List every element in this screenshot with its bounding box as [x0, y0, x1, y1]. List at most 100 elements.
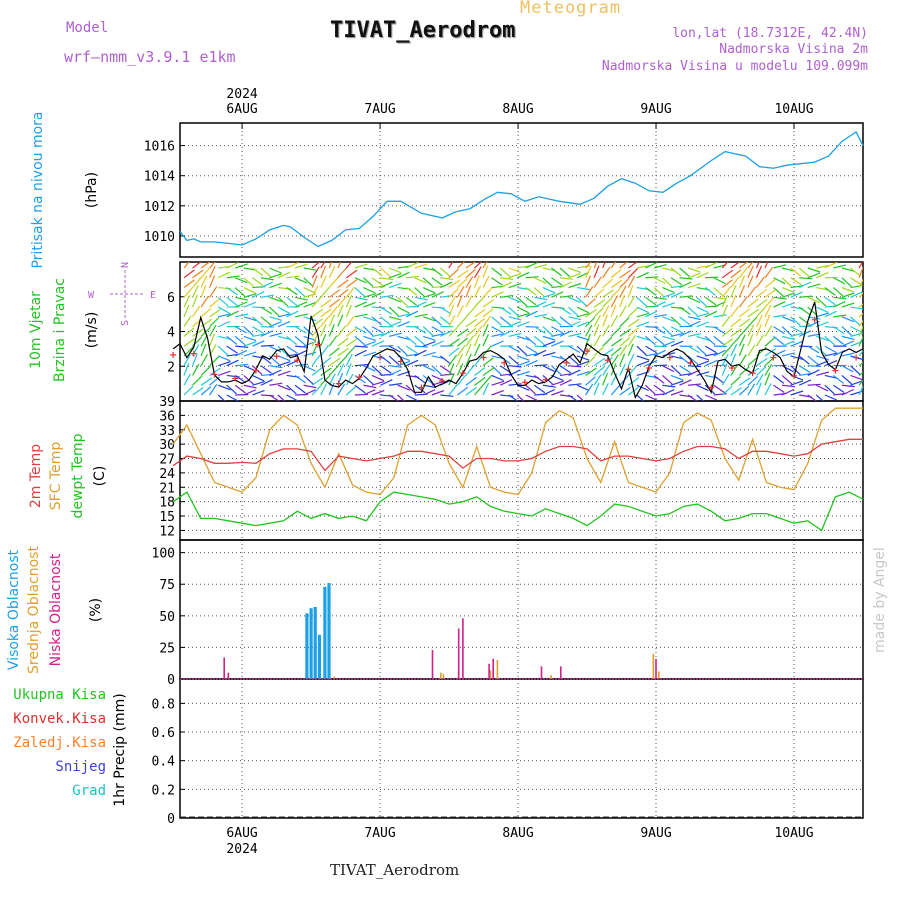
wind-barb — [320, 308, 332, 318]
wind-barb — [363, 326, 374, 336]
cloud-label-low: Niska Oblacnost — [48, 553, 64, 666]
dewpoint-line — [172, 491, 864, 532]
wind-barb — [320, 333, 327, 347]
wind-barb — [636, 306, 649, 314]
wind-barb — [764, 266, 774, 279]
wind-barb — [832, 335, 844, 345]
wind-barb — [730, 306, 740, 318]
wind-barb — [380, 379, 393, 386]
wind-barb — [192, 375, 203, 386]
wind-barb — [209, 262, 216, 269]
wind-barb — [755, 334, 764, 347]
wind-barb — [610, 338, 623, 347]
wind-barb — [713, 393, 727, 396]
wind-barb — [414, 364, 428, 367]
y-tick-label: 1016 — [144, 140, 175, 155]
wind-barb — [294, 335, 306, 346]
wind-barb — [798, 365, 811, 374]
wind-barb — [850, 267, 861, 277]
wind-barb — [405, 345, 418, 354]
y-tick-label: 1010 — [144, 230, 175, 245]
wind-barb — [260, 306, 273, 315]
wind-barb — [243, 384, 257, 389]
wind-barb — [320, 383, 328, 396]
y-tick-label: 39 — [159, 395, 175, 410]
cloud-bar — [327, 583, 331, 679]
cloud-bar — [488, 663, 490, 679]
wind-barb — [627, 268, 638, 279]
wind-barb — [371, 326, 384, 334]
wind-barb — [200, 365, 211, 376]
y-tick-label: 0.4 — [152, 755, 176, 770]
wind-barb — [448, 347, 460, 357]
wind-barb — [815, 394, 824, 401]
wind-barb — [269, 369, 282, 377]
wind-barb — [423, 351, 436, 357]
wind-barb — [269, 282, 282, 289]
wind-barb — [824, 310, 837, 318]
wind-barb — [721, 262, 729, 269]
wind-barb — [337, 262, 342, 269]
precip-legend-item: Snijeg — [55, 759, 106, 775]
wind-barb — [721, 294, 729, 308]
wind-barb — [286, 359, 299, 367]
wind-barb — [755, 373, 764, 386]
wind-barb — [474, 325, 483, 337]
cloud-bar — [658, 671, 660, 679]
wind-barb — [491, 333, 505, 337]
wind-barb — [610, 315, 619, 327]
wind-barb — [841, 267, 855, 272]
y-tick-label: 24 — [159, 467, 175, 482]
wind-barb — [354, 363, 368, 367]
wind-barb — [816, 384, 829, 392]
wind-barb — [568, 282, 582, 289]
wind-barb — [704, 359, 718, 367]
wind-barb — [721, 327, 733, 337]
wind-barb — [738, 326, 749, 337]
wind-barb — [525, 384, 536, 395]
wind-barb — [320, 262, 326, 269]
wind-barb — [670, 332, 684, 337]
wind-barb — [704, 287, 716, 296]
wind-barb — [850, 284, 863, 289]
wind-barb — [337, 279, 349, 289]
wind-barb — [525, 394, 538, 401]
wind-barb — [252, 306, 266, 309]
wind-barb — [311, 377, 324, 386]
credit-label: made by Angel — [872, 547, 888, 653]
wind-barb — [457, 262, 465, 269]
wind-barb — [653, 326, 666, 335]
wind-barb — [585, 275, 592, 288]
wind-barb — [183, 338, 196, 347]
wind-barb — [619, 386, 631, 396]
wind-barb — [627, 377, 640, 386]
wind-barb — [841, 365, 854, 373]
y-tick-label: 0 — [167, 812, 175, 827]
wind-barb — [380, 365, 392, 374]
wind-barb — [841, 335, 855, 340]
wind-barb — [311, 275, 318, 288]
y-tick-label: 15 — [159, 510, 175, 525]
wind-barb — [662, 316, 675, 322]
wind-barb — [209, 356, 220, 367]
wind-barb — [551, 380, 564, 386]
wind-barb — [627, 307, 639, 318]
wind-barb — [448, 363, 455, 376]
precip-legend-item: Ukupna Kisa — [13, 687, 106, 703]
wind-barb — [593, 374, 602, 386]
wind-barb — [457, 269, 469, 279]
wind-barb — [551, 390, 564, 396]
wind-barb — [474, 384, 484, 396]
wind-barb — [730, 328, 742, 337]
wind-barb — [533, 374, 546, 384]
wind-barb — [371, 277, 383, 286]
wind-barb — [773, 384, 785, 393]
wind-barb — [593, 265, 600, 278]
wind-barb — [824, 262, 837, 269]
wind-barb — [525, 345, 538, 354]
wind-barb — [508, 332, 522, 337]
wind-barb — [610, 287, 621, 298]
wind-barb — [491, 326, 504, 334]
